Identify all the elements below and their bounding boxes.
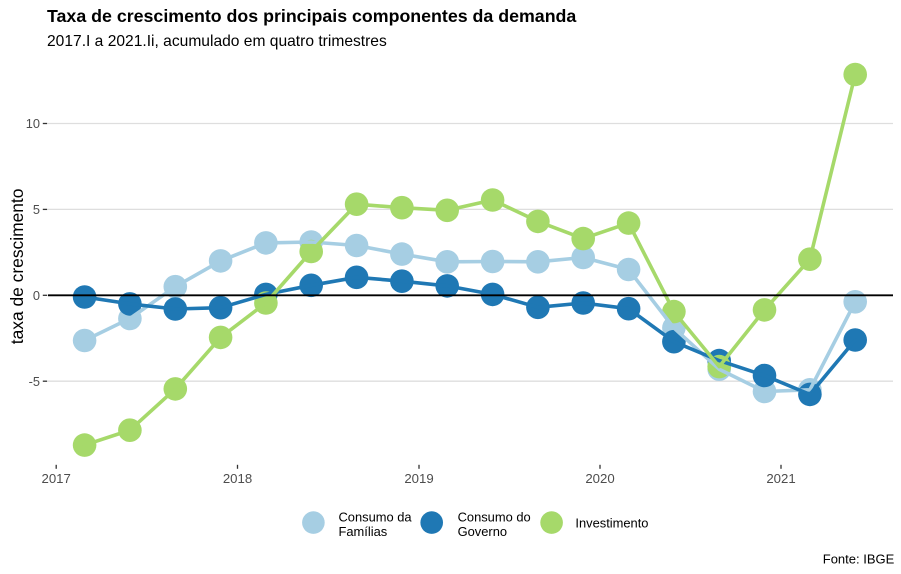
svg-text:0: 0 xyxy=(33,288,40,303)
svg-text:Taxa de crescimento dos princi: Taxa de crescimento dos principais compo… xyxy=(47,6,576,26)
svg-text:Governo: Governo xyxy=(458,524,507,539)
svg-text:2019: 2019 xyxy=(404,471,433,486)
svg-text:2020: 2020 xyxy=(585,471,614,486)
svg-text:Fonte: IBGE: Fonte: IBGE xyxy=(823,551,895,566)
svg-text:2017: 2017 xyxy=(42,471,71,486)
svg-text:-5: -5 xyxy=(29,374,40,389)
svg-text:Consumo do: Consumo do xyxy=(458,510,531,525)
svg-text:taxa de crescimento: taxa de crescimento xyxy=(7,189,27,345)
svg-text:2021: 2021 xyxy=(766,471,795,486)
svg-text:Investimento: Investimento xyxy=(575,515,648,530)
svg-text:Famílias: Famílias xyxy=(339,524,388,539)
svg-text:5: 5 xyxy=(33,202,40,217)
svg-text:10: 10 xyxy=(26,116,40,131)
svg-text:2017.I a 2021.Ii, acumulado em: 2017.I a 2021.Ii, acumulado em quatro tr… xyxy=(47,33,387,50)
svg-text:2018: 2018 xyxy=(223,471,252,486)
svg-text:Consumo da: Consumo da xyxy=(339,510,413,525)
